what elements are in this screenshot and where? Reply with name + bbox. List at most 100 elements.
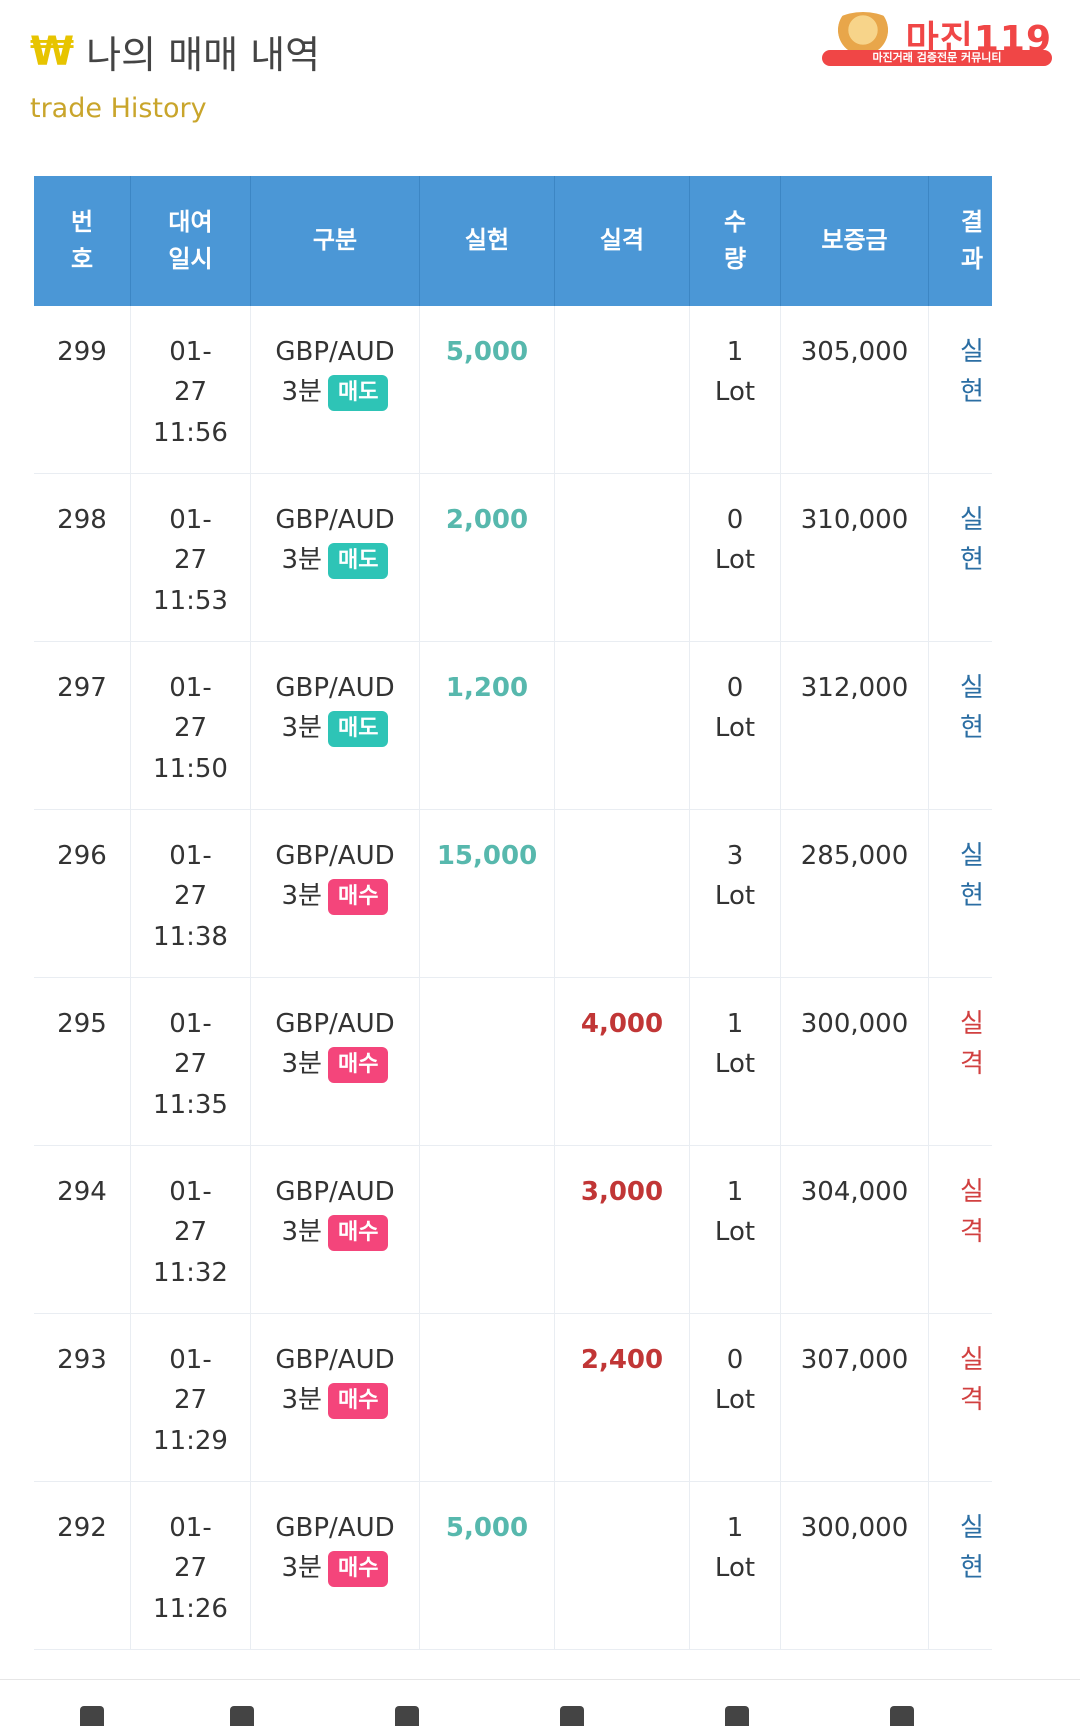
loss-amount <box>554 809 690 978</box>
trade-category: GBP/AUD 3분 매도 <box>250 306 420 474</box>
trade-quantity: 1 Lot <box>689 977 781 1146</box>
realized-amount <box>419 977 555 1146</box>
back-icon[interactable] <box>80 1706 104 1726</box>
trade-quantity: 0 Lot <box>689 473 781 642</box>
table-header-row: 번 호 대여 일시 구분 실현 실격 수 량 보증금 결 과 <box>34 176 992 306</box>
trade-number: 296 <box>34 809 131 978</box>
trade-time: 01- 27 11:56 <box>130 306 251 474</box>
page-title: ₩ 나의 매매 내역 <box>30 24 320 79</box>
table-row[interactable]: 299 01- 27 11:56 GBP/AUD 3분 매도 5,000 1 Lot 305,000… <box>34 306 992 474</box>
table-row[interactable]: 296 01- 27 11:38 GBP/AUD 3분 매수 15,000 3 Lot 285,00… <box>34 809 992 978</box>
trade-table-wrapper[interactable]: 번 호 대여 일시 구분 실현 실격 수 량 보증금 결 과 299 01- 27 11:56 GBP/AUD… <box>34 176 992 1676</box>
trade-quantity: 1 Lot <box>689 1145 781 1314</box>
trade-time: 01- 27 11:32 <box>130 1145 251 1314</box>
deposit-amount: 310,000 <box>780 473 929 642</box>
table-row[interactable]: 293 01- 27 11:29 GBP/AUD 3분 매수 2,400 0 Lot 307,000… <box>34 1313 992 1482</box>
deposit-amount: 300,000 <box>780 1481 929 1650</box>
realized-amount: 15,000 <box>419 809 555 978</box>
site-logo[interactable]: 마진119 마진거래 검증전문 커뮤니티 <box>822 10 1052 66</box>
menu-icon[interactable] <box>890 1706 914 1726</box>
loss-amount <box>554 1481 690 1650</box>
deposit-amount: 312,000 <box>780 641 929 810</box>
table-row[interactable]: 297 01- 27 11:50 GBP/AUD 3분 매도 1,200 0 Lot 312,000… <box>34 641 992 810</box>
buy-badge: 매수 <box>327 1046 389 1083</box>
trade-category: GBP/AUD 3분 매도 <box>250 473 420 642</box>
col-loss: 실격 <box>554 176 690 306</box>
loss-amount <box>554 473 690 642</box>
logo-tagline: 마진거래 검증전문 커뮤니티 <box>822 50 1052 66</box>
trade-number: 292 <box>34 1481 131 1650</box>
trade-number: 294 <box>34 1145 131 1314</box>
forward-icon[interactable] <box>230 1706 254 1726</box>
deposit-amount: 285,000 <box>780 809 929 978</box>
col-deposit: 보증금 <box>780 176 929 306</box>
realized-amount: 5,000 <box>419 306 555 474</box>
sell-badge: 매도 <box>327 542 389 579</box>
table-row[interactable]: 298 01- 27 11:53 GBP/AUD 3분 매도 2,000 0 Lot 310,000… <box>34 473 992 642</box>
page-subtitle: trade History <box>30 93 207 124</box>
trade-quantity: 1 Lot <box>689 1481 781 1650</box>
trade-number: 293 <box>34 1313 131 1482</box>
trade-quantity: 1 Lot <box>689 306 781 474</box>
title-text: 나의 매매 내역 <box>86 33 321 77</box>
trade-number: 297 <box>34 641 131 810</box>
trade-rows: 299 01- 27 11:56 GBP/AUD 3분 매도 5,000 1 Lot 305,000… <box>34 306 992 1650</box>
trade-time: 01- 27 11:29 <box>130 1313 251 1482</box>
trade-time: 01- 27 11:50 <box>130 641 251 810</box>
realized-amount <box>419 1313 555 1482</box>
realized-amount: 1,200 <box>419 641 555 810</box>
table-row[interactable]: 292 01- 27 11:26 GBP/AUD 3분 매수 5,000 1 Lot 300,000… <box>34 1481 992 1650</box>
trade-category: GBP/AUD 3분 매도 <box>250 641 420 810</box>
trade-time: 01- 27 11:26 <box>130 1481 251 1650</box>
sell-badge: 매도 <box>327 710 389 747</box>
realized-amount: 5,000 <box>419 1481 555 1650</box>
emblem-icon <box>828 12 898 52</box>
trade-category: GBP/AUD 3분 매수 <box>250 1313 420 1482</box>
buy-badge: 매수 <box>327 1382 389 1419</box>
home-icon[interactable] <box>395 1706 419 1726</box>
trade-category: GBP/AUD 3분 매수 <box>250 1481 420 1650</box>
trade-time: 01- 27 11:53 <box>130 473 251 642</box>
trade-table: 번 호 대여 일시 구분 실현 실격 수 량 보증금 결 과 299 01- 27 11:56 GBP/AUD… <box>34 176 992 1650</box>
col-category: 구분 <box>250 176 420 306</box>
trade-category: GBP/AUD 3분 매수 <box>250 1145 420 1314</box>
loss-amount: 2,400 <box>554 1313 690 1482</box>
col-rental-time: 대여 일시 <box>130 176 251 306</box>
realized-amount <box>419 1145 555 1314</box>
trade-number: 299 <box>34 306 131 474</box>
deposit-amount: 304,000 <box>780 1145 929 1314</box>
trade-category: GBP/AUD 3분 매수 <box>250 809 420 978</box>
trade-number: 295 <box>34 977 131 1146</box>
buy-badge: 매수 <box>327 878 389 915</box>
deposit-amount: 300,000 <box>780 977 929 1146</box>
share-icon[interactable] <box>560 1706 584 1726</box>
won-icon: ₩ <box>30 28 75 75</box>
loss-amount: 3,000 <box>554 1145 690 1314</box>
page-header: ₩ 나의 매매 내역 trade History <box>30 24 320 125</box>
trade-number: 298 <box>34 473 131 642</box>
sell-badge: 매도 <box>327 374 389 411</box>
trade-quantity: 0 Lot <box>689 641 781 810</box>
loss-amount: 4,000 <box>554 977 690 1146</box>
bottom-nav-bar <box>0 1679 1080 1726</box>
table-row[interactable]: 295 01- 27 11:35 GBP/AUD 3분 매수 4,000 1 Lot 300,000… <box>34 977 992 1146</box>
tabs-icon[interactable] <box>725 1706 749 1726</box>
col-realized: 실현 <box>419 176 555 306</box>
deposit-amount: 307,000 <box>780 1313 929 1482</box>
table-row[interactable]: 294 01- 27 11:32 GBP/AUD 3분 매수 3,000 1 Lot 304,000… <box>34 1145 992 1314</box>
loss-amount <box>554 641 690 810</box>
loss-amount <box>554 306 690 474</box>
deposit-amount: 305,000 <box>780 306 929 474</box>
trade-quantity: 0 Lot <box>689 1313 781 1482</box>
